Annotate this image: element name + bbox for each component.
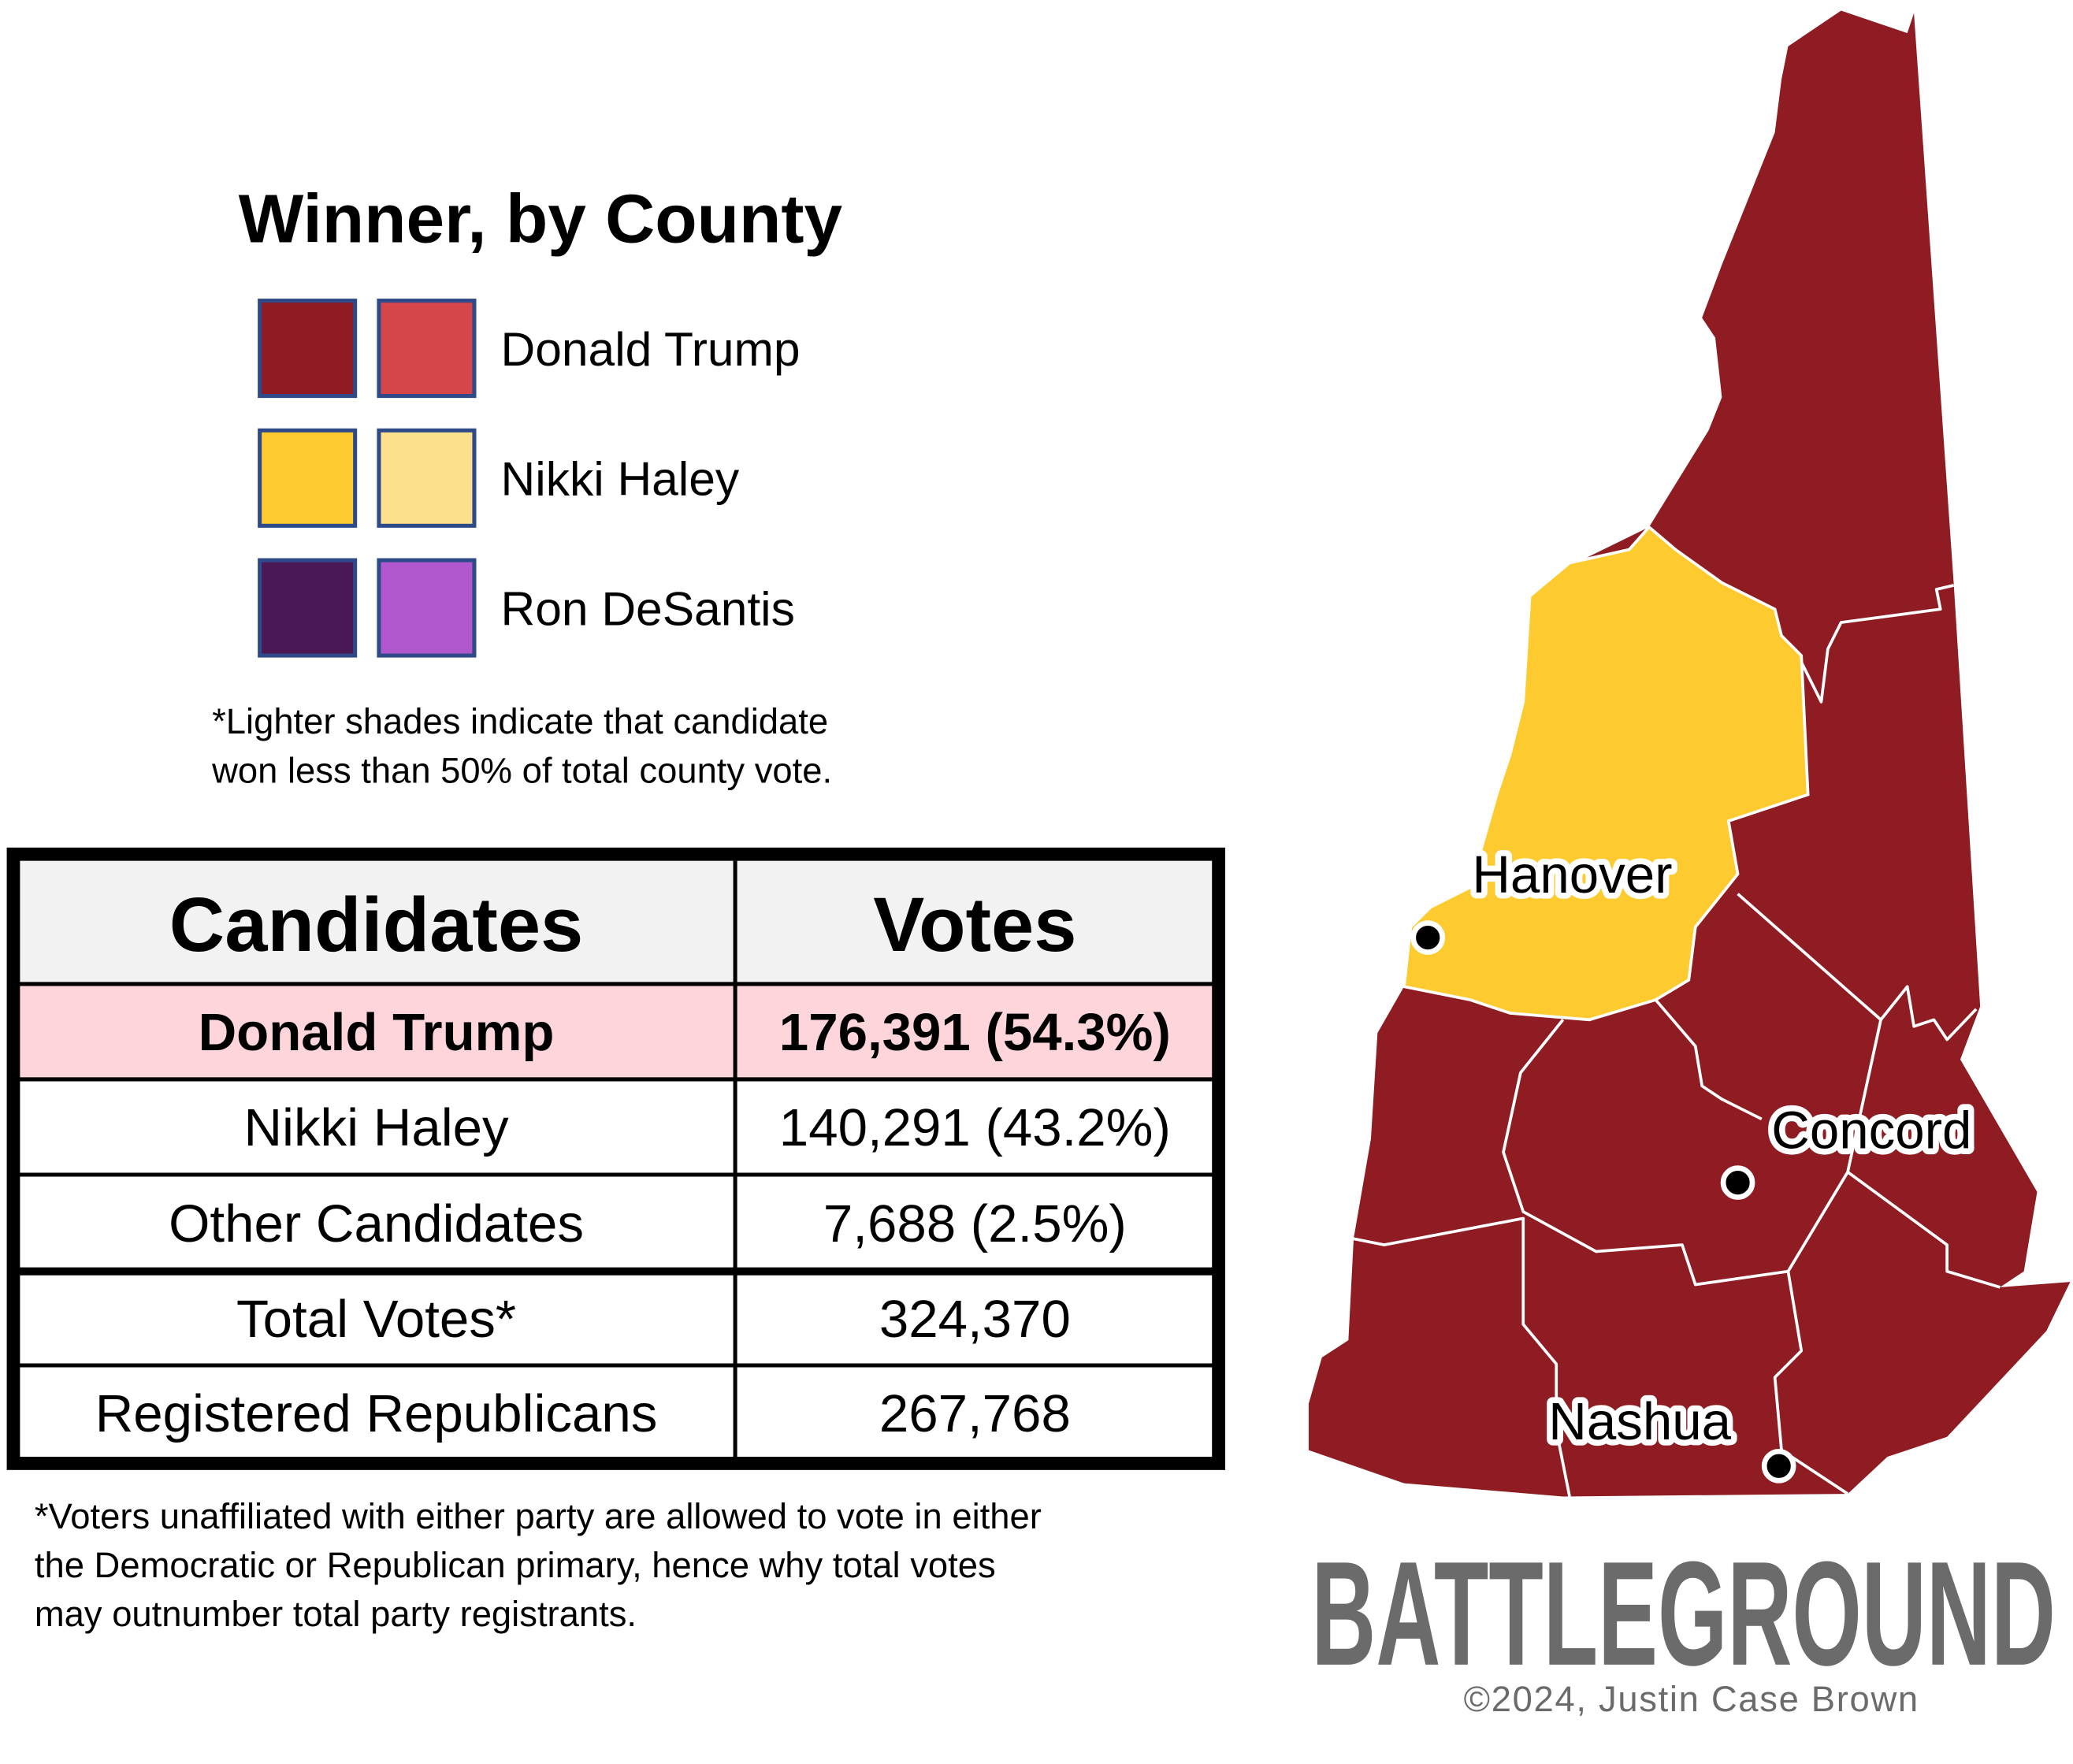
table-row — [17, 1365, 1215, 1461]
legend-swatch — [258, 428, 358, 528]
legend-label: Ron DeSantis — [501, 581, 795, 635]
table-cell: Nikki Haley — [243, 1098, 509, 1157]
table-row — [17, 860, 1215, 984]
county-border — [1654, 998, 1763, 1121]
county-border — [1350, 1216, 1571, 1497]
legend-swatch — [377, 558, 477, 658]
table-cell: Other Candidates — [169, 1194, 584, 1253]
brand-logo: BATTLEGROUND — [1311, 1531, 2056, 1696]
table-row — [17, 1174, 1215, 1272]
county-border — [1773, 1271, 1849, 1495]
table-cell: 176,391 (54.3%) — [779, 1003, 1171, 1062]
county-border — [1846, 1171, 2001, 1289]
credit: ©2024, Justin Case Brown — [1464, 1679, 1919, 1719]
table-header: Votes — [873, 882, 1076, 967]
table-frame — [6, 847, 1226, 1470]
legend-label: Nikki Haley — [501, 452, 740, 506]
county-border — [1800, 584, 1954, 704]
footnote: may outnumber total party registrants. — [35, 1594, 637, 1634]
state-map: Hanover Concord Nashua — [1308, 10, 2071, 1497]
footnote: the Democratic or Republican primary, he… — [35, 1545, 996, 1585]
county-area — [1402, 525, 1810, 1022]
city-label: Nashua — [1548, 1392, 1731, 1451]
city-marker — [1720, 1165, 1755, 1200]
table-row — [17, 1079, 1215, 1175]
table-row — [17, 1271, 1215, 1366]
legend-note: *Lighter shades indicate that candidate — [212, 701, 828, 741]
table-row — [17, 983, 1215, 1079]
table-cell: 267,768 — [879, 1384, 1071, 1443]
table-cell: 140,291 (43.2%) — [779, 1098, 1171, 1157]
legend-title: Winner, by County — [239, 180, 843, 258]
footnote: *Voters unaffiliated with either party a… — [35, 1496, 1042, 1536]
legend: Donald Trump Nikki Haley Ron DeSantis — [258, 299, 801, 658]
table-cell: 324,370 — [879, 1290, 1071, 1349]
legend-swatch — [377, 428, 477, 528]
table-header: Candidates — [169, 882, 583, 967]
table-cell: Registered Republicans — [95, 1384, 658, 1443]
legend-note: won less than 50% of total county vote. — [211, 750, 832, 790]
table-cell: Donald Trump — [199, 1003, 555, 1062]
table-cell: Total Votes* — [236, 1290, 516, 1349]
city-label: Concord — [1771, 1101, 1971, 1160]
city-marker — [1410, 920, 1446, 955]
table-cell: 7,688 (2.5%) — [823, 1194, 1127, 1253]
county-border — [1502, 1019, 1882, 1287]
results-table: Candidates Votes Donald Trump 176,391 (54.3… — [6, 847, 1226, 1470]
city-label: Hanover — [1472, 845, 1672, 904]
legend-label: Donald Trump — [501, 322, 801, 376]
legend-swatch — [258, 558, 358, 658]
legend-swatch — [258, 299, 358, 399]
legend-swatch — [377, 299, 477, 399]
city-marker — [1761, 1448, 1796, 1484]
